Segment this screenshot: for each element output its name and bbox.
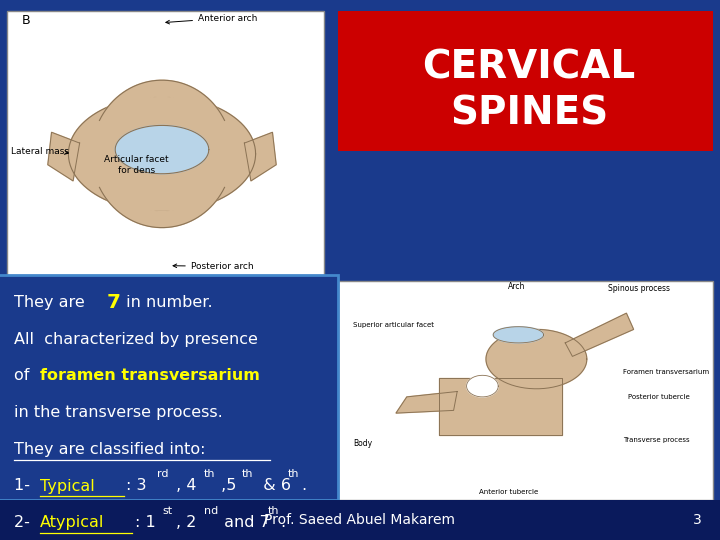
Text: : 3: : 3 (126, 478, 146, 494)
Polygon shape (396, 392, 457, 413)
Text: They are: They are (14, 295, 90, 310)
Text: Superior articular facet: Superior articular facet (353, 322, 433, 328)
Text: 1-: 1- (14, 478, 35, 494)
Text: th: th (288, 469, 300, 479)
FancyBboxPatch shape (0, 275, 338, 500)
Text: .: . (280, 515, 285, 530)
Text: Typical: Typical (40, 478, 95, 494)
Text: .: . (301, 478, 306, 494)
Text: Foramen transversarium: Foramen transversarium (623, 369, 709, 375)
Text: All  characterized by presence: All characterized by presence (14, 332, 258, 347)
Polygon shape (439, 378, 562, 435)
Text: Articular facet
for dens: Articular facet for dens (104, 156, 169, 175)
Text: SPINES: SPINES (450, 94, 608, 132)
Polygon shape (115, 125, 209, 174)
Text: in the transverse process.: in the transverse process. (14, 405, 223, 420)
Text: th: th (268, 506, 279, 516)
Text: : 1: : 1 (135, 515, 156, 530)
Text: Body: Body (353, 438, 372, 448)
Text: th: th (242, 469, 253, 479)
Polygon shape (99, 180, 225, 227)
Polygon shape (486, 329, 587, 389)
Text: th: th (204, 469, 215, 479)
Text: st: st (163, 506, 173, 516)
Text: ,5: ,5 (216, 478, 236, 494)
Text: CERVICAL: CERVICAL (423, 49, 636, 86)
Text: nd: nd (204, 506, 218, 516)
FancyBboxPatch shape (338, 11, 713, 151)
FancyBboxPatch shape (7, 11, 324, 281)
Polygon shape (493, 327, 544, 343)
Text: in number.: in number. (121, 295, 212, 310)
Text: B: B (22, 14, 30, 28)
Polygon shape (244, 132, 276, 181)
Text: Transverse process: Transverse process (623, 437, 690, 443)
FancyBboxPatch shape (338, 281, 713, 500)
Text: of: of (14, 368, 35, 383)
FancyBboxPatch shape (0, 500, 720, 540)
Text: 2-: 2- (14, 515, 35, 530)
Text: Anterior tubercle: Anterior tubercle (479, 489, 538, 495)
Text: 7: 7 (107, 293, 120, 312)
Polygon shape (68, 96, 256, 212)
Text: , 2: , 2 (176, 515, 196, 530)
Text: and 7: and 7 (219, 515, 269, 530)
Text: & 6: & 6 (253, 478, 292, 494)
Text: They are classified into:: They are classified into: (14, 442, 206, 457)
Text: Prof. Saeed Abuel Makarem: Prof. Saeed Abuel Makarem (264, 513, 456, 527)
Text: Arch: Arch (508, 282, 525, 291)
Text: Posterior tubercle: Posterior tubercle (628, 394, 690, 400)
Text: Lateral mass: Lateral mass (11, 147, 69, 156)
Text: Anterior arch: Anterior arch (166, 14, 257, 24)
Polygon shape (467, 375, 498, 397)
Text: 3: 3 (693, 513, 702, 527)
Text: foramen transversarium: foramen transversarium (40, 368, 260, 383)
Polygon shape (565, 313, 634, 356)
Text: Posterior arch: Posterior arch (173, 262, 253, 271)
Text: Atypical: Atypical (40, 515, 104, 530)
Polygon shape (48, 132, 80, 181)
Text: rd: rd (157, 469, 168, 479)
Text: Spinous process: Spinous process (608, 284, 670, 293)
Text: , 4: , 4 (171, 478, 197, 494)
Polygon shape (99, 80, 225, 128)
